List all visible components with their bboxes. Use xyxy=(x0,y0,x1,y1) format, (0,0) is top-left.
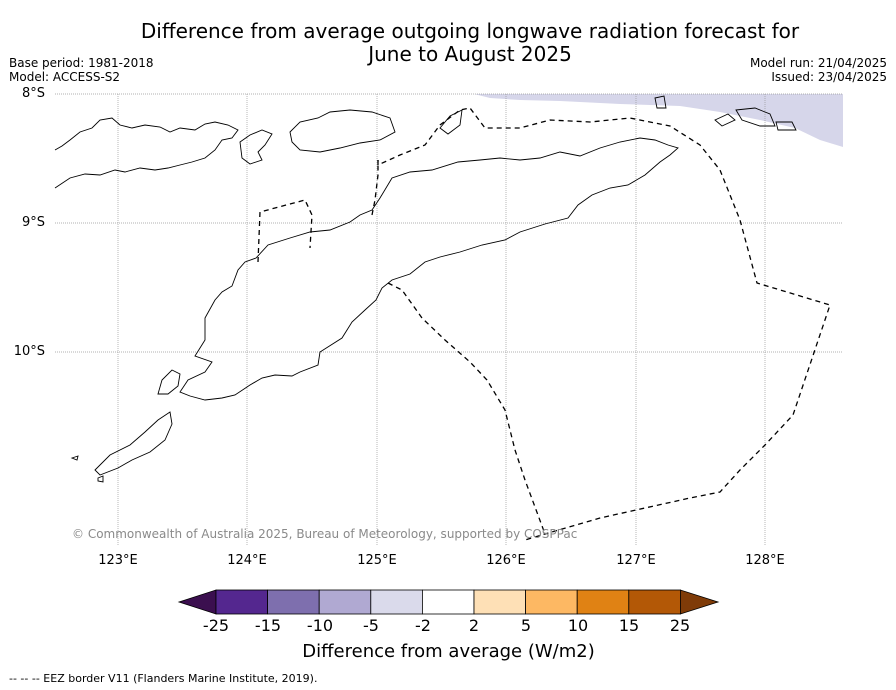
colorbar-segment-6 xyxy=(473,589,526,615)
coast-pantar xyxy=(239,129,273,165)
base-period: Base period: 1981-2018 xyxy=(9,56,154,70)
coast-timor xyxy=(179,137,679,401)
lon-label-126e: 126°E xyxy=(486,553,526,568)
colorbar-tick-4: -2 xyxy=(415,616,431,635)
colorbar-tick-5: 2 xyxy=(468,616,480,635)
title-line-2: June to August 2025 xyxy=(368,42,572,66)
coast-small-islet-2 xyxy=(97,475,104,483)
eez-border-north xyxy=(377,107,831,541)
coastlines xyxy=(54,95,797,483)
coast-lakor xyxy=(735,107,776,127)
colorbar-extend-high xyxy=(680,589,720,615)
colorbar-tick-9: 25 xyxy=(669,616,691,635)
colorbar-tick-1: -15 xyxy=(254,616,282,635)
copyright-text: © Commonwealth of Australia 2025, Bureau… xyxy=(72,527,578,541)
colorbar-tick-8: 15 xyxy=(618,616,640,635)
colorbar-label: Difference from average (W/m2) xyxy=(302,641,595,662)
lon-label-124e: 124°E xyxy=(227,553,267,568)
map-title: Difference from average outgoing longwav… xyxy=(0,20,896,66)
colorbar-tick-0: -25 xyxy=(202,616,230,635)
colorbar-tick-7: 10 xyxy=(567,616,589,635)
coast-sermata xyxy=(775,121,797,131)
colorbar-segment-3 xyxy=(318,589,372,615)
colorbar-tick-3: -5 xyxy=(363,616,379,635)
coast-semau xyxy=(157,369,181,395)
lat-label-9s: 9°S xyxy=(21,215,45,230)
colorbar-segment-1 xyxy=(215,589,268,615)
colorbar-segment-5 xyxy=(421,589,475,615)
colorbar-extend-low xyxy=(177,589,217,615)
colorbar-tick-2: -10 xyxy=(306,616,334,635)
issued-date: Issued: 23/04/2025 xyxy=(771,70,887,84)
coast-flores-alor xyxy=(54,117,239,189)
colorbar-segment-2 xyxy=(267,589,320,615)
colorbar-segment-9 xyxy=(628,589,681,615)
title-line-1: Difference from average outgoing longwav… xyxy=(140,19,800,43)
lon-label-123e: 123°E xyxy=(98,553,138,568)
meta-right: Model run: 21/04/2025 Issued: 23/04/2025 xyxy=(750,56,887,84)
coast-small-islet-1 xyxy=(70,455,79,461)
gridlines xyxy=(55,93,843,545)
lon-label-128e: 128°E xyxy=(745,553,785,568)
colorbar-tick-6: 5 xyxy=(520,616,532,635)
colorbar-segment-7 xyxy=(525,589,578,615)
colorbar-segment-4 xyxy=(370,589,423,615)
coast-rote xyxy=(94,411,173,476)
model-name: Model: ACCESS-S2 xyxy=(9,70,121,84)
meta-left: Base period: 1981-2018 Model: ACCESS-S2 xyxy=(9,56,154,84)
colorbar xyxy=(177,589,720,615)
model-run: Model run: 21/04/2025 xyxy=(749,56,887,70)
eez-legend-note: -- -- -- EEZ border V11 (Flanders Marine… xyxy=(9,672,318,685)
lat-label-8s: 8°S xyxy=(21,86,45,101)
eez-border-inner xyxy=(387,282,546,535)
lat-label-10s: 10°S xyxy=(13,344,45,359)
eez-border-west xyxy=(257,199,313,263)
coast-wetar xyxy=(289,109,396,153)
lon-label-127e: 127°E xyxy=(616,553,656,568)
lon-label-125e: 125°E xyxy=(357,553,397,568)
eez-border-mid xyxy=(371,160,379,216)
coast-leti xyxy=(654,95,667,109)
colorbar-segment-8 xyxy=(576,589,630,615)
coast-moa xyxy=(714,113,736,127)
anomaly-region xyxy=(474,94,843,147)
eez-borders xyxy=(257,107,831,541)
